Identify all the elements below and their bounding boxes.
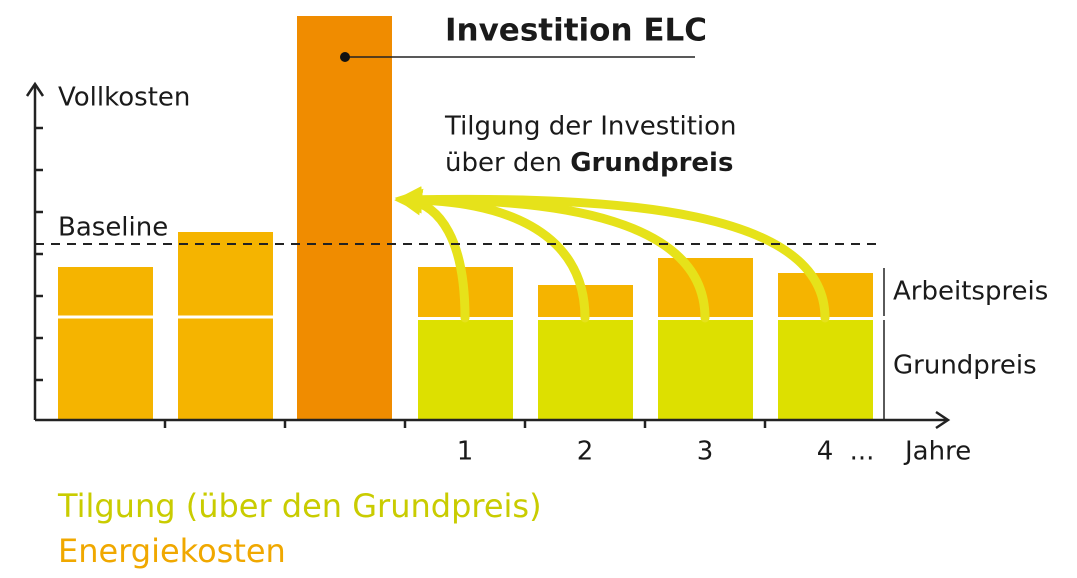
bar	[178, 232, 273, 420]
bar-grundpreis	[778, 320, 873, 420]
title: Investition ELC	[445, 13, 707, 49]
x-label: 4	[817, 437, 834, 467]
legend-tilgung: Tilgung (über den Grundpreis)	[57, 487, 542, 525]
bars	[58, 16, 873, 420]
x-axis-label: Jahre	[903, 437, 971, 467]
y-axis-label: Vollkosten	[58, 83, 190, 113]
bar-grundpreis	[538, 320, 633, 420]
annotation-line1: Tilgung der Investition	[444, 112, 737, 142]
annotation-bold: Grundpreis	[570, 148, 733, 178]
leader-dot	[340, 52, 350, 62]
x-label: 3	[697, 437, 714, 467]
axes	[25, 81, 951, 430]
y-ticks	[35, 126, 43, 382]
x-label-ellipsis: ...	[850, 437, 875, 467]
bar-investition	[297, 16, 392, 420]
segment-label-top: Arbeitspreis	[893, 277, 1048, 307]
repayment-arrows	[394, 186, 830, 323]
x-ticks	[163, 420, 767, 428]
bar	[58, 267, 153, 420]
segment-label-bottom: Grundpreis	[893, 351, 1037, 381]
bar-grundpreis	[418, 320, 513, 420]
year-bars	[418, 258, 873, 420]
x-arrow	[935, 410, 951, 430]
arrow	[394, 186, 830, 323]
x-label: 1	[457, 437, 474, 467]
annotation-line2: über den Grundpreis	[445, 148, 733, 178]
baseline-label: Baseline	[58, 213, 168, 243]
legend-energie: Energiekosten	[58, 532, 286, 570]
bar-grundpreis	[658, 320, 753, 420]
y-arrow	[25, 81, 45, 97]
annotation-prefix: über den	[445, 148, 562, 178]
x-label: 2	[577, 437, 594, 467]
